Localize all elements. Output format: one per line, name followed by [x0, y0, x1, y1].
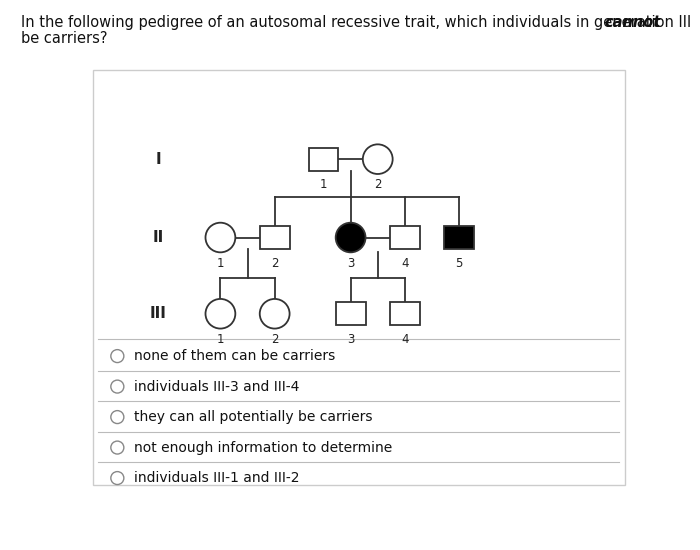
- Ellipse shape: [206, 299, 235, 328]
- Text: 3: 3: [347, 333, 354, 346]
- Text: none of them can be carriers: none of them can be carriers: [134, 349, 335, 363]
- Text: In the following pedigree of an autosomal recessive trait, which individuals in : In the following pedigree of an autosoma…: [21, 15, 696, 30]
- Bar: [336, 302, 365, 326]
- Ellipse shape: [363, 144, 393, 174]
- Ellipse shape: [260, 299, 290, 328]
- Ellipse shape: [111, 471, 124, 485]
- Ellipse shape: [111, 380, 124, 393]
- Text: 2: 2: [271, 333, 279, 346]
- Text: 1: 1: [217, 333, 224, 346]
- Text: I: I: [155, 152, 161, 167]
- Bar: [444, 226, 474, 249]
- Text: 2: 2: [271, 257, 279, 270]
- Text: II: II: [153, 230, 164, 245]
- Text: 4: 4: [401, 333, 409, 346]
- Text: 4: 4: [401, 257, 409, 270]
- Ellipse shape: [336, 223, 365, 252]
- Text: 2: 2: [374, 178, 382, 191]
- Ellipse shape: [111, 411, 124, 424]
- Ellipse shape: [206, 223, 235, 252]
- Bar: [390, 226, 420, 249]
- Bar: [260, 226, 290, 249]
- Text: individuals III-1 and III-2: individuals III-1 and III-2: [134, 471, 299, 485]
- Text: cannot: cannot: [605, 15, 661, 30]
- Text: not enough information to determine: not enough information to determine: [134, 441, 392, 454]
- Text: individuals III-3 and III-4: individuals III-3 and III-4: [134, 379, 299, 394]
- Text: 1: 1: [320, 178, 327, 191]
- Ellipse shape: [111, 350, 124, 362]
- Text: 3: 3: [347, 257, 354, 270]
- Text: 5: 5: [456, 257, 463, 270]
- Text: be carriers?: be carriers?: [21, 31, 108, 46]
- Bar: [309, 147, 338, 171]
- Bar: [390, 302, 420, 326]
- Text: III: III: [150, 306, 167, 321]
- Text: they can all potentially be carriers: they can all potentially be carriers: [134, 410, 372, 424]
- Ellipse shape: [111, 441, 124, 454]
- Text: 1: 1: [217, 257, 224, 270]
